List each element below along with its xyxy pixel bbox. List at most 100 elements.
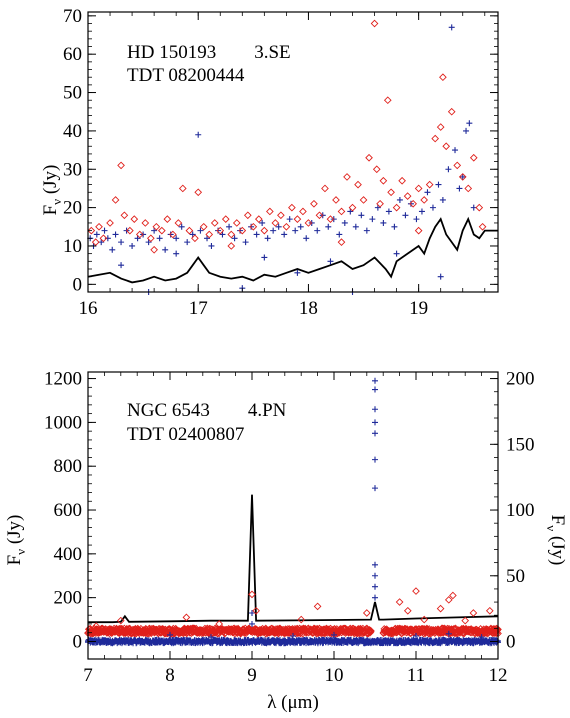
diamond-point bbox=[141, 219, 150, 227]
diamond-point bbox=[248, 590, 256, 599]
cross-point bbox=[396, 196, 403, 203]
y-tick-label: 1200 bbox=[44, 369, 82, 390]
diamond-point bbox=[130, 215, 139, 223]
cross-point bbox=[173, 250, 180, 257]
panel-bottom: 7 8 9 10 11 12 0 200 400 600 800 1000 1200 0 50 100 150 2… bbox=[4, 369, 568, 713]
cross-point bbox=[249, 609, 255, 616]
diamond-point bbox=[91, 238, 100, 246]
cross-point bbox=[424, 189, 431, 196]
diamond-point bbox=[458, 173, 467, 181]
panel-bottom-y-axis-label: Fν (Jy) bbox=[4, 515, 28, 566]
y-label-right-main: F bbox=[547, 515, 568, 526]
diamond-point bbox=[271, 219, 280, 227]
cross-point bbox=[439, 196, 446, 203]
diamond-point bbox=[163, 215, 172, 223]
diamond-point bbox=[420, 615, 429, 624]
y-tick-label: 20 bbox=[63, 198, 82, 219]
cross-point bbox=[372, 430, 378, 437]
diamond-point bbox=[216, 226, 225, 235]
diamond-point bbox=[126, 226, 134, 235]
diamond-point bbox=[348, 203, 357, 212]
diamond-point bbox=[199, 222, 208, 231]
diamond-point bbox=[383, 96, 392, 105]
diamond-point bbox=[354, 180, 362, 189]
panel-bottom-x-axis-label: λ (μm) bbox=[267, 692, 319, 713]
diamond-point bbox=[439, 73, 447, 82]
cross-point bbox=[407, 200, 414, 207]
diamond-point bbox=[398, 176, 406, 185]
y-tick-label: 50 bbox=[63, 83, 82, 104]
diamond-point bbox=[92, 622, 101, 630]
y-label-sub: ν bbox=[13, 549, 28, 555]
diamond-point bbox=[359, 196, 368, 204]
y-right-tick-label: 100 bbox=[506, 500, 535, 521]
panel-top-ticks: 16 17 18 19 0 10 20 30 40 50 60 70 bbox=[63, 6, 498, 319]
diamond-point bbox=[436, 123, 445, 131]
x-tick-label: 19 bbox=[409, 298, 428, 319]
diamond-point bbox=[191, 234, 199, 243]
diamond-point bbox=[409, 199, 417, 208]
diamond-point bbox=[372, 165, 381, 174]
diamond-point bbox=[158, 226, 166, 235]
spectrum-line bbox=[88, 494, 499, 624]
diamond-point bbox=[475, 203, 484, 212]
diamond-point bbox=[444, 596, 453, 604]
diamond-point bbox=[315, 211, 324, 220]
cross-point bbox=[372, 386, 378, 393]
y-tick-label: 600 bbox=[54, 500, 83, 521]
diamond-point bbox=[299, 207, 307, 216]
diamond-point bbox=[99, 234, 108, 243]
cross-point bbox=[173, 235, 180, 242]
cross-point bbox=[253, 231, 260, 238]
diamond-point bbox=[431, 134, 440, 143]
y-tick-label: 1000 bbox=[44, 412, 82, 433]
diamond-point bbox=[297, 615, 306, 624]
cross-point bbox=[249, 620, 255, 627]
cross-point bbox=[352, 223, 359, 230]
diamond-point bbox=[117, 161, 125, 170]
diamond-point bbox=[205, 230, 214, 239]
diamond-point bbox=[414, 226, 423, 235]
cross-point bbox=[281, 231, 288, 238]
diamond-point bbox=[453, 161, 462, 170]
panel-top-label-line2: TDT 08200444 bbox=[127, 65, 245, 86]
diamond-point bbox=[395, 598, 404, 606]
panel-bottom-line bbox=[88, 494, 499, 624]
cross-point bbox=[372, 456, 378, 463]
panel-bottom-markers bbox=[92, 377, 494, 641]
panel-bottom-frame bbox=[87, 371, 499, 660]
diamond-point bbox=[210, 219, 219, 227]
diamond-point bbox=[420, 196, 428, 204]
cross-point bbox=[204, 235, 211, 242]
cross-point bbox=[242, 239, 249, 246]
diamond-point bbox=[182, 613, 191, 622]
panel-bottom-ticks: 7 8 9 10 11 12 0 200 400 600 800 1000 1200 0 50 100 150 2… bbox=[44, 369, 535, 686]
cross-point bbox=[374, 204, 381, 211]
x-tick-label: 18 bbox=[299, 298, 318, 319]
cross-point bbox=[231, 235, 238, 242]
cross-point bbox=[259, 219, 266, 226]
diamond-point bbox=[266, 207, 274, 216]
cross-point bbox=[372, 594, 378, 601]
y-tick-label: 0 bbox=[73, 274, 83, 295]
diamond-point bbox=[365, 153, 373, 162]
cross-point bbox=[393, 250, 400, 257]
band-diamond-point bbox=[366, 627, 375, 636]
diamond-point bbox=[293, 215, 302, 223]
cross-point bbox=[219, 231, 226, 238]
cross-point bbox=[341, 219, 348, 226]
cross-point bbox=[167, 231, 174, 238]
cross-point bbox=[314, 227, 321, 234]
diamond-point bbox=[277, 211, 285, 220]
diamond-point bbox=[469, 609, 478, 617]
cross-point bbox=[109, 246, 116, 253]
diamond-point bbox=[447, 107, 456, 116]
cross-point bbox=[391, 223, 398, 230]
diamond-point bbox=[87, 226, 96, 235]
diamond-point bbox=[111, 196, 120, 204]
cross-point bbox=[118, 262, 125, 269]
diamond-point bbox=[425, 180, 434, 189]
x-tick-label: 8 bbox=[165, 665, 175, 686]
y-tick-label: 200 bbox=[54, 588, 83, 609]
diamond-point bbox=[304, 219, 313, 227]
